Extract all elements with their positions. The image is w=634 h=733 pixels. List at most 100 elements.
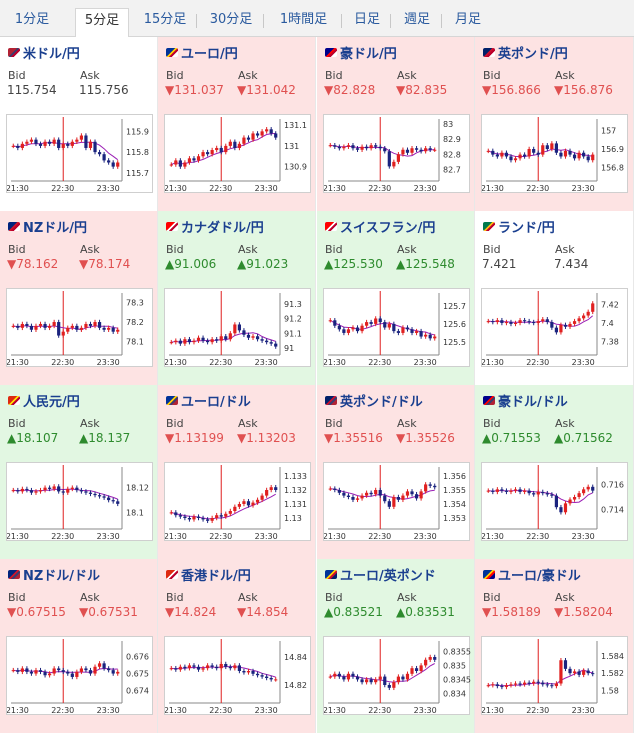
candle-body — [251, 502, 255, 506]
candle-body — [84, 668, 88, 671]
bid-label: Bid — [325, 69, 343, 82]
candle-body — [428, 148, 432, 150]
bid-price: ▼1.13199 — [165, 431, 224, 445]
pair-name-link[interactable]: カナダドル/円 — [181, 221, 264, 236]
x-tick-label: 21:30 — [165, 706, 187, 715]
tab-0[interactable]: 1分足 — [14, 12, 50, 27]
chart-thumbnail[interactable]: 91.3 91.2 91.1 91 21:30 22:30 23:30 — [164, 288, 311, 367]
pair-title: ランド/円 — [483, 217, 555, 236]
au-us-flag-icon — [483, 396, 495, 405]
candle-body — [518, 489, 522, 492]
tab-1[interactable]: 5分足 — [75, 8, 129, 38]
pair-name-link[interactable]: 香港ドル/円 — [181, 569, 251, 584]
chart-thumbnail[interactable]: 1.584 1.582 1.58 21:30 22:30 23:30 — [481, 636, 628, 715]
candle-body — [265, 129, 269, 132]
x-tick-label: 21:30 — [482, 184, 504, 193]
x-tick-label: 22:30 — [526, 532, 549, 541]
candle-body — [559, 660, 563, 684]
chart-thumbnail[interactable]: 0.716 0.714 21:30 22:30 23:30 — [481, 462, 628, 541]
chart-thumbnail[interactable]: 78.3 78.2 78.1 21:30 22:30 23:30 — [6, 288, 153, 367]
candle-body — [582, 489, 586, 494]
pair-name-link[interactable]: NZドル/円 — [23, 221, 88, 236]
pair-name-link[interactable]: ユーロ/豪ドル — [498, 569, 581, 584]
candle-body — [116, 671, 120, 674]
pair-name-link[interactable]: 人民元/円 — [23, 395, 80, 410]
candle-body — [509, 684, 513, 686]
chart-thumbnail[interactable]: 0.676 0.675 0.674 21:30 22:30 23:30 — [6, 636, 153, 715]
candle-body — [52, 322, 56, 326]
candle-body — [38, 143, 43, 146]
pair-name-link[interactable]: 豪ドル/円 — [340, 47, 397, 62]
candle-body — [16, 325, 20, 328]
chart-thumbnail[interactable]: 0.8355 0.835 0.8345 0.834 21:30 22:30 23:30 — [323, 636, 471, 715]
candle-body — [419, 491, 423, 499]
pair-name-link[interactable]: スイスフラン/円 — [340, 221, 436, 236]
x-tick-label: 22:30 — [209, 358, 232, 367]
pair-name-link[interactable]: 英ポンド/ドル — [340, 395, 423, 410]
y-tick-label: 78.1 — [126, 337, 144, 346]
chart-thumbnail[interactable]: 83 82.9 82.8 82.7 21:30 22:30 23:30 — [323, 114, 470, 193]
pair-card: スイスフラン/円 Bid ▲125.530 Ask ▲125.548 125.7 125.6… — [317, 211, 475, 385]
candle-body — [111, 670, 115, 674]
candle-body — [97, 322, 102, 328]
ask-label: Ask — [397, 69, 417, 82]
tab-3[interactable]: 30分足 — [209, 12, 253, 27]
bid-label: Bid — [325, 417, 343, 430]
pair-title: 英ポンド/ドル — [325, 391, 423, 410]
candle-body — [509, 322, 513, 324]
chart-thumbnail[interactable]: 1.133 1.132 1.131 1.13 21:30 22:30 23:30 — [164, 462, 311, 541]
candle-body — [374, 490, 378, 495]
chart-thumbnail[interactable]: 115.9 115.8 115.7 21:30 22:30 23:30 — [6, 114, 153, 193]
x-tick-label: 23:30 — [255, 184, 278, 193]
hk-jp-flag-icon — [166, 570, 178, 579]
x-tick-label: 21:30 — [165, 184, 187, 193]
chart-thumbnail[interactable]: 131.1 131 130.9 21:30 22:30 23:30 — [164, 114, 311, 193]
tab-2[interactable]: 15分足 — [143, 12, 187, 27]
x-tick-label: 23:30 — [572, 706, 595, 715]
chart-thumbnail[interactable]: 157 156.9 156.8 21:30 22:30 23:30 — [481, 114, 628, 193]
candle-body — [16, 490, 20, 492]
candle-body — [219, 515, 223, 517]
x-tick-label: 22:30 — [209, 184, 232, 193]
candle-body — [365, 679, 369, 683]
ask-price: ▲91.023 — [237, 257, 289, 271]
candle-body — [269, 129, 273, 134]
candle-body — [260, 675, 264, 677]
candle-body — [196, 516, 201, 518]
candle-body — [577, 671, 581, 675]
y-tick-label: 78.2 — [126, 318, 144, 327]
pair-name-link[interactable]: 米ドル/円 — [23, 47, 80, 62]
chart-thumbnail[interactable]: 7.42 7.4 7.38 21:30 22:30 23:30 — [481, 288, 628, 367]
chart-thumbnail[interactable]: 125.7 125.6 125.5 21:30 22:30 23:30 — [323, 288, 470, 367]
bid-price: ▼1.35516 — [324, 431, 383, 445]
tab-5[interactable]: 日足 — [353, 12, 380, 27]
candle-body — [111, 162, 115, 167]
y-tick-label: 14.84 — [284, 653, 307, 662]
tab-7[interactable]: 月足 — [454, 12, 481, 27]
candle-body — [75, 671, 79, 677]
tab-4[interactable]: 1時間足 — [279, 12, 328, 27]
pair-name-link[interactable]: 英ポンド/円 — [498, 47, 568, 62]
pair-name-link[interactable]: ユーロ/円 — [181, 47, 238, 62]
chart-thumbnail[interactable]: 18.12 18.1 21:30 22:30 23:30 — [6, 462, 153, 541]
candle-body — [224, 513, 228, 517]
candle-body — [369, 492, 373, 495]
y-tick-label: 18.1 — [126, 509, 144, 518]
tab-6[interactable]: 週足 — [403, 12, 430, 27]
candlestick-chart: 115.9 115.8 115.7 21:30 22:30 23:30 — [7, 117, 149, 193]
pair-name-link[interactable]: 豪ドル/ドル — [498, 395, 568, 410]
pair-name-link[interactable]: ユーロ/英ポンド — [340, 569, 436, 584]
pair-name-link[interactable]: NZドル/ドル — [23, 569, 101, 584]
tab-separator — [263, 14, 264, 28]
chart-thumbnail[interactable]: 14.84 14.82 21:30 22:30 23:30 — [164, 636, 311, 715]
candle-body — [568, 499, 572, 504]
ch-jp-flag-icon — [325, 222, 337, 231]
x-tick-label: 23:30 — [414, 358, 437, 367]
candle-body — [424, 334, 428, 337]
pair-name-link[interactable]: ランド/円 — [498, 221, 555, 236]
chart-thumbnail[interactable]: 1.356 1.355 1.354 1.353 21:30 22:30 23:30 — [323, 462, 470, 541]
candle-body — [201, 337, 205, 341]
candle-body — [43, 487, 47, 491]
pair-name-link[interactable]: ユーロ/ドル — [181, 395, 251, 410]
candle-body — [251, 336, 255, 338]
